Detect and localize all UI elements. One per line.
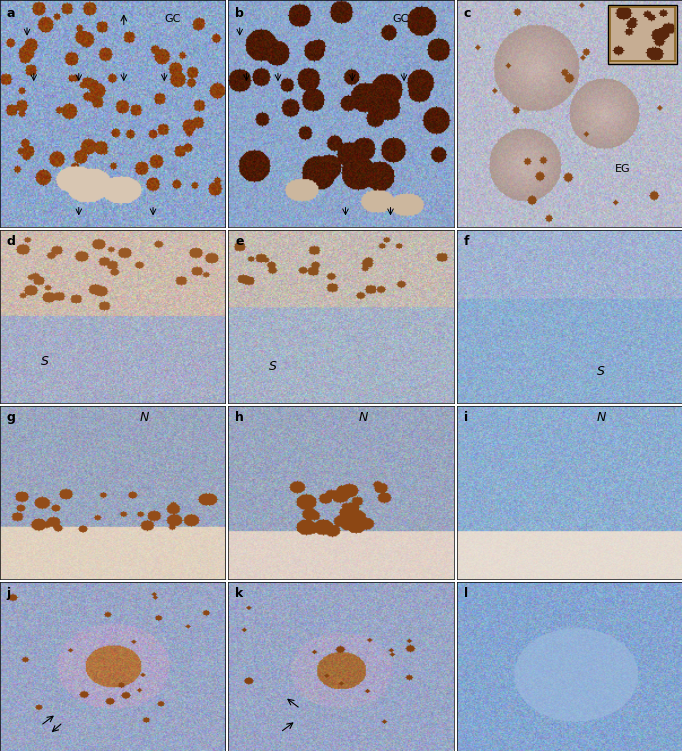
Text: a: a: [7, 7, 15, 20]
Text: j: j: [7, 587, 11, 600]
Text: e: e: [235, 235, 243, 249]
Text: GC: GC: [393, 14, 409, 23]
Text: S: S: [269, 360, 277, 373]
Text: EG: EG: [614, 164, 630, 173]
Text: c: c: [464, 7, 471, 20]
Text: N: N: [359, 412, 368, 424]
Text: f: f: [464, 235, 469, 249]
Text: N: N: [140, 412, 149, 424]
Text: l: l: [464, 587, 468, 600]
Text: d: d: [7, 235, 16, 249]
Text: S: S: [40, 354, 48, 368]
Text: g: g: [7, 412, 16, 424]
Text: S: S: [597, 365, 604, 379]
Text: i: i: [464, 412, 468, 424]
Bar: [608, 5, 677, 64]
Text: GC: GC: [164, 14, 181, 23]
Text: b: b: [235, 7, 244, 20]
Text: k: k: [235, 587, 243, 600]
Text: h: h: [235, 412, 244, 424]
Text: N: N: [597, 412, 606, 424]
